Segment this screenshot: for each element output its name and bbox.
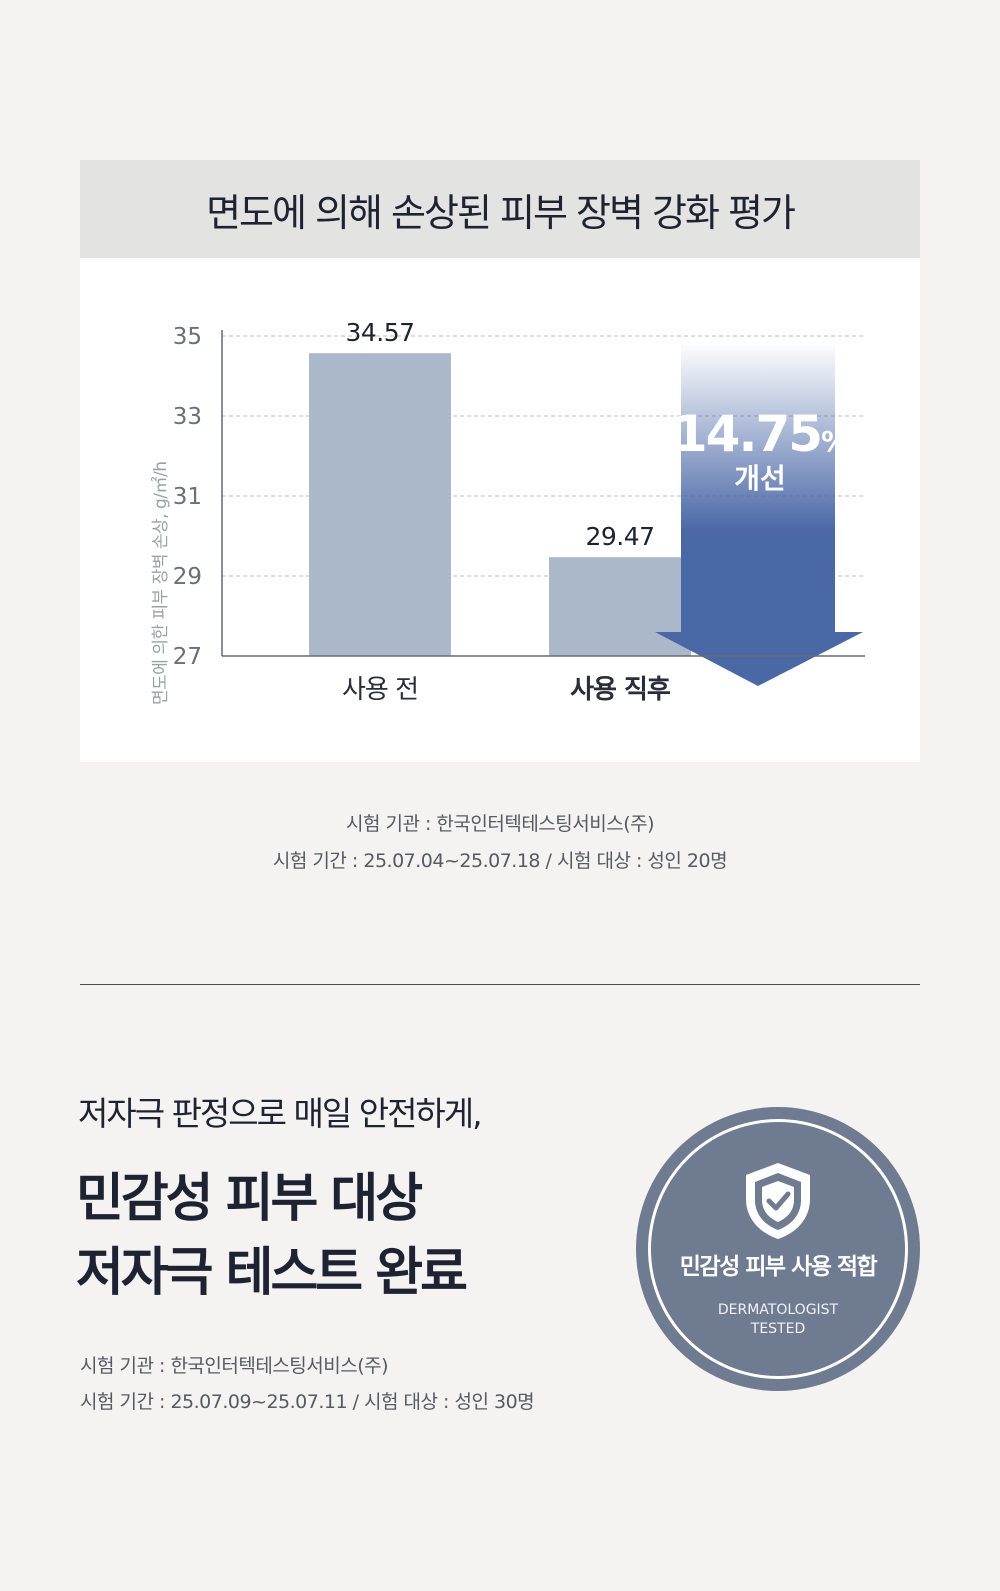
shield-check-icon — [746, 1163, 810, 1239]
badge-title: 민감성 피부 사용 적합 — [679, 1254, 878, 1280]
chart-card: 면도에 의해 손상된 피부 장벽 강화 평가 27 29 31 33 35 34.57 사… — [80, 160, 920, 762]
badge-subtitle: DERMATOLOGIST TESTED — [636, 1301, 920, 1339]
chart-header: 면도에 의해 손상된 피부 장벽 강화 평가 — [80, 160, 920, 258]
x-category-label: 사용 전 — [342, 675, 418, 705]
bar-value-label: 34.57 — [345, 318, 414, 347]
y-tick-label: 29 — [173, 564, 202, 590]
test1-period: 시험 기간 : 25.07.04~25.07.18 / 시험 대상 : 성인 2… — [272, 850, 728, 872]
y-tick-label: 33 — [173, 404, 202, 430]
badge-sub-line2: TESTED — [750, 1321, 806, 1337]
improvement-callout: 14.75% 개선 — [655, 405, 865, 497]
improvement-percent: 14.75% — [672, 405, 849, 463]
badge-sub-line1: DERMATOLOGIST — [717, 1302, 839, 1318]
bar-chart: 27 29 31 33 35 34.57 사용 전 29.47 사용 직후 — [173, 318, 865, 705]
badge-ring — [648, 1119, 908, 1379]
bar — [549, 557, 691, 656]
dermatologist-badge: 민감성 피부 사용 적합 DERMATOLOGIST TESTED — [636, 1107, 920, 1391]
improvement-label: 개선 — [734, 462, 786, 495]
headline-line1: 민감성 피부 대상 — [76, 1169, 423, 1229]
test1-institution: 시험 기관 : 한국인터텍테스팅서비스(주) — [345, 813, 655, 835]
test1-info: 시험 기관 : 한국인터텍테스팅서비스(주) 시험 기간 : 25.07.04~… — [0, 806, 1000, 880]
x-category-label: 사용 직후 — [570, 675, 671, 705]
section2-subtitle: 저자극 판정으로 매일 안전하게, — [78, 1094, 483, 1133]
test2-institution: 시험 기관 : 한국인터텍테스팅서비스(주) — [80, 1355, 389, 1377]
chart-title: 면도에 의해 손상된 피부 장벽 강화 평가 — [206, 190, 796, 235]
bar — [309, 353, 451, 656]
y-tick-label: 31 — [173, 484, 202, 510]
improvement-arrow — [655, 342, 863, 686]
y-tick-label: 27 — [173, 644, 202, 670]
y-tick-label: 35 — [173, 324, 202, 350]
bar-value-label: 29.47 — [585, 522, 654, 551]
section-divider — [80, 984, 920, 985]
test2-info: 시험 기관 : 한국인터텍테스팅서비스(주) 시험 기간 : 25.07.09~… — [80, 1348, 535, 1420]
test2-period: 시험 기간 : 25.07.09~25.07.11 / 시험 대상 : 성인 3… — [80, 1391, 535, 1413]
improvement-unit: % — [821, 425, 849, 458]
y-axis-label: 면도에 의한 피부 장벽 손상, g/㎡/h — [151, 461, 171, 705]
headline-line2: 저자극 테스트 완료 — [76, 1243, 468, 1303]
section2-headline: 민감성 피부 대상 저자극 테스트 완료 — [76, 1162, 468, 1310]
